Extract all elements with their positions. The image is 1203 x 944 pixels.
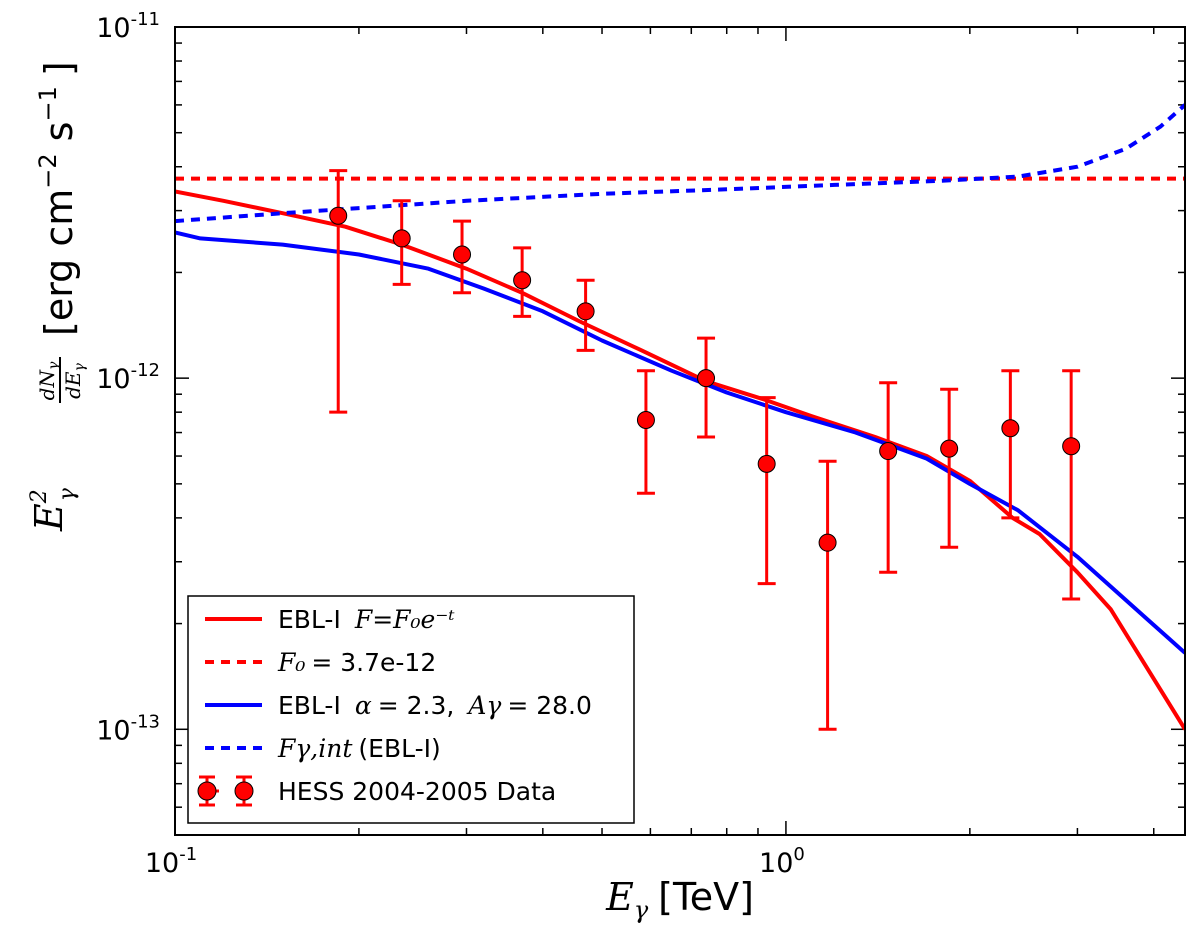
legend-label-hess: HESS 2004-2005 Data	[278, 777, 556, 806]
hess-data-point	[329, 169, 348, 414]
hess-data-point	[636, 369, 655, 495]
series-line-3	[175, 103, 1185, 224]
data-marker	[636, 410, 655, 429]
hess-data-point	[392, 199, 411, 286]
hess-data-point	[940, 387, 959, 549]
hess-data-point	[1062, 369, 1081, 601]
svg-text:E2γ: E2 γ	[27, 487, 80, 532]
y-tick-label: 10-11	[96, 9, 160, 44]
y-tick-label: 10-12	[96, 360, 160, 395]
x-axis-title-unit: [TeV]	[658, 875, 754, 919]
x-axis-title: Eγ [TeV]	[605, 875, 754, 924]
data-marker	[757, 454, 776, 473]
legend-label-f0: F₀ = 3.7e-12	[277, 648, 436, 677]
y-axis-title-sub: γ	[55, 487, 80, 501]
y-tick-label: 10-13	[96, 711, 160, 746]
series-line-0	[175, 189, 1185, 731]
axis-ticks	[174, 27, 1185, 836]
y-axis-fraction: dNγ dEγ	[35, 357, 88, 403]
x-tick-label: 100	[759, 844, 805, 879]
series-layer	[175, 103, 1185, 731]
hess-data-point	[513, 246, 532, 318]
x-axis-title-sub: γ	[634, 896, 649, 924]
plot-frame	[174, 26, 1186, 836]
hess-data-point	[1001, 369, 1020, 520]
hess-data-point	[453, 219, 472, 295]
data-marker	[513, 271, 532, 290]
y-axis-frac-den: dEγ	[61, 362, 88, 398]
data-marker	[818, 533, 837, 552]
x-axis-title-math: E	[605, 875, 634, 919]
y-axis-title-math: E	[27, 503, 71, 532]
data-marker	[1001, 419, 1020, 438]
legend-label-ebl-blue: EBL-I α = 2.3, Aγ = 28.0	[278, 691, 592, 720]
legend: EBL-I F=F₀e⁻ᵗ F₀ = 3.7e-12 EBL-I α = 2.3, Aγ =…	[187, 595, 635, 824]
data-marker	[453, 245, 472, 264]
y-axis-title: E2 γ dNγ dEγ [erg cm−2s−1]	[27, 61, 88, 532]
data-marker	[879, 442, 898, 461]
legend-swatch-hess	[197, 775, 260, 807]
legend-box	[187, 595, 635, 824]
data-marker	[940, 439, 959, 458]
legend-label-ebl-red: EBL-I F=F₀e⁻ᵗ	[278, 605, 455, 634]
data-marker	[1062, 437, 1081, 456]
data-points-layer	[329, 169, 1081, 731]
data-marker	[576, 302, 595, 321]
data-marker	[392, 229, 411, 248]
hess-data-point	[818, 459, 837, 731]
y-axis-title-sup: 2	[27, 489, 52, 504]
data-marker	[697, 369, 716, 388]
hess-data-point	[697, 336, 716, 439]
legend-label-fint: Fγ,int (EBL-I)	[277, 734, 441, 763]
hess-data-point	[879, 381, 898, 574]
data-marker	[329, 206, 348, 225]
hess-data-point	[757, 396, 776, 586]
y-tick-labels: 10-13 10-12 10-11	[96, 9, 160, 746]
hess-data-point	[576, 278, 595, 352]
series-line-2	[175, 230, 1185, 655]
x-tick-label: 10-1	[145, 844, 197, 879]
x-tick-labels: 10-1 100	[145, 844, 805, 879]
y-axis-title-unit: [erg cm−2s−1]	[34, 61, 81, 336]
y-axis-frac-num: dNγ	[35, 361, 62, 400]
